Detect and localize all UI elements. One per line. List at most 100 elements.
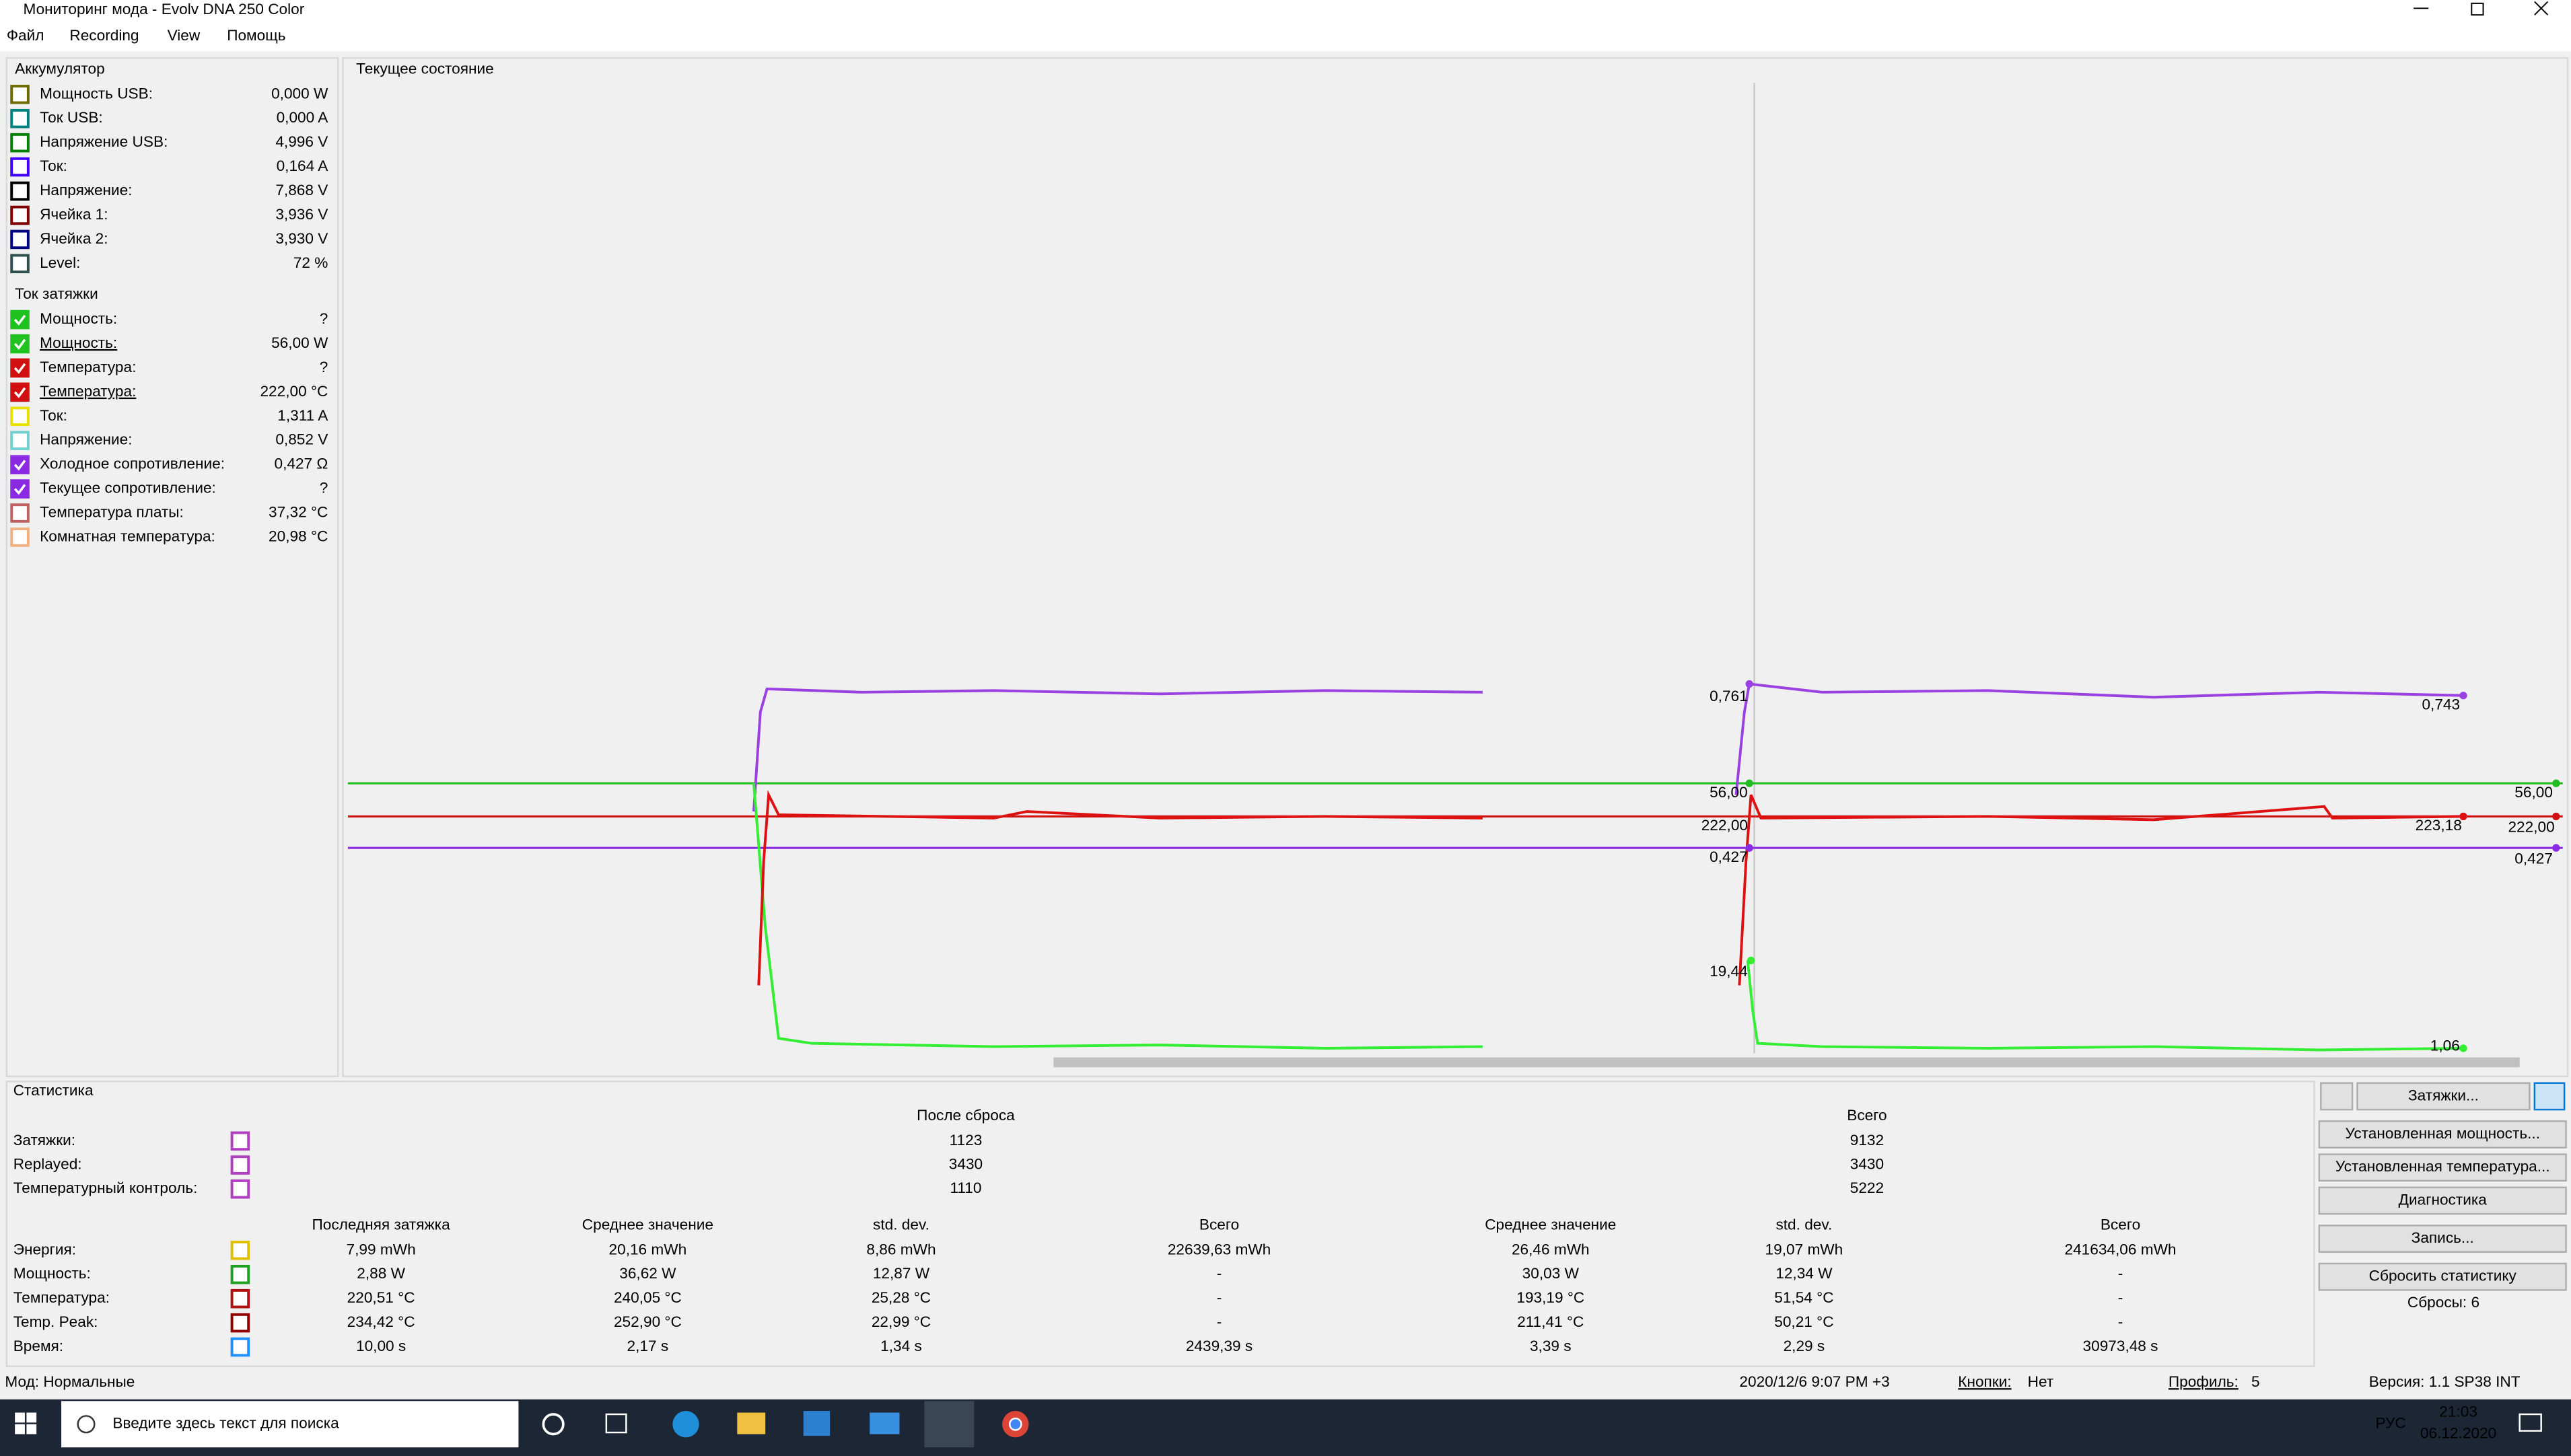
color-swatch [15,90,24,99]
temp-trace [757,790,1483,986]
checkbox[interactable] [230,1131,250,1151]
checkbox[interactable] [10,205,30,225]
stat-value: - [1217,1313,1222,1330]
status-datetime: 2020/12/6 9:07 PM +3 [1739,1373,1889,1390]
stat-value: - [2118,1265,2123,1282]
menu-item[interactable]: Recording [69,27,139,44]
checkbox[interactable] [10,85,30,104]
checkbox[interactable] [230,1179,250,1199]
icon-button[interactable] [2320,1082,2354,1111]
panel-title: Текущее состояние [356,60,494,77]
link-label[interactable]: Температура: [40,383,136,400]
window-controls [2414,1,2549,16]
color-swatch [15,139,24,147]
stat-value: 19,07 mWh [1765,1241,1843,1258]
scroll-thumb[interactable] [1053,1057,2520,1068]
graph-value-label: 223,18 [2416,817,2462,834]
row-value: 20,98 °C [269,527,328,544]
graph-point [2552,779,2560,787]
stat-value: 2,88 W [357,1265,405,1282]
button-label[interactable]: Установленная мощность... [2345,1125,2539,1142]
checkbox[interactable] [10,382,30,402]
button-label[interactable]: Установленная температура... [2335,1158,2550,1175]
search-box[interactable] [61,1401,519,1448]
checkbox[interactable] [10,479,30,499]
button[interactable] [2318,1153,2567,1182]
checkmark [13,387,26,398]
button-label[interactable]: Затяжки... [2408,1087,2479,1103]
stat-value: 51,54 °C [1774,1289,1833,1306]
stat-value: 26,46 mWh [1512,1241,1590,1258]
color-swatch [15,259,24,268]
status-link[interactable]: Кнопки: [1958,1373,2011,1390]
explorer-icon[interactable] [737,1412,766,1434]
row-label: Напряжение: [40,182,132,198]
row-value: 0,164 A [277,157,329,174]
button-label[interactable]: Запись... [2411,1229,2474,1246]
task-view[interactable] [605,1413,627,1434]
maximize[interactable] [2471,2,2484,16]
checkbox[interactable] [10,310,30,330]
button[interactable] [2318,1225,2567,1253]
button[interactable] [2318,1186,2567,1215]
row-value: 7,868 V [275,182,328,198]
button-label[interactable]: Диагностика [2399,1191,2488,1208]
checkbox[interactable] [230,1241,250,1260]
link-label[interactable]: Мощность: [40,334,117,351]
menu-item[interactable]: Файл [7,27,44,44]
cortana[interactable] [542,1413,565,1436]
stat-value: 7,99 mWh [347,1241,416,1258]
graph-value-label: 222,00 [2508,819,2554,836]
checkbox[interactable] [230,1337,250,1357]
checkbox[interactable] [10,358,30,378]
close[interactable] [2534,1,2549,15]
stat-value: 30973,48 s [2083,1338,2158,1354]
graph-value-label: 0,427 [1710,848,1748,865]
checkbox[interactable] [230,1155,250,1175]
checkbox[interactable] [10,455,30,474]
column-header: Всего [2101,1216,2140,1233]
checkbox[interactable] [10,108,30,129]
graph-point [2552,844,2560,852]
menu-item[interactable]: Помощь [227,27,285,44]
temp-trace-2 [1738,794,2464,986]
checkbox[interactable] [10,527,30,547]
stat-value: 1123 [950,1132,983,1149]
stat-value: 220,51 °C [347,1289,415,1306]
icon-button[interactable] [2533,1082,2566,1111]
power-trace [752,783,1483,1050]
checkbox[interactable] [10,431,30,450]
active-app[interactable] [924,1401,975,1448]
menu-item[interactable]: View [168,27,201,44]
row-value: 1,311 A [277,407,328,424]
mail-icon[interactable] [870,1412,900,1434]
row-value: 0,000 W [271,85,328,102]
button-label[interactable]: Сбросить статистику [2369,1268,2517,1284]
status-link[interactable]: Профиль: [2169,1373,2239,1390]
button[interactable] [2318,1120,2567,1149]
chrome-center [1008,1417,1022,1431]
row-value: ? [320,480,328,497]
column-header: Среднее значение [1485,1216,1616,1233]
resistance-trace-2 [1734,682,2464,795]
store-icon[interactable] [803,1411,831,1436]
column-header: std. dev. [1775,1216,1832,1233]
search-placeholder[interactable]: Введите здесь текст для поиска [112,1415,339,1432]
notifications[interactable] [2519,1413,2542,1432]
checkbox[interactable] [10,406,30,427]
stat-value: 1110 [950,1179,981,1196]
button[interactable] [2356,1082,2531,1111]
checkmark [13,460,26,471]
checkbox[interactable] [10,334,30,354]
start-button[interactable] [15,1412,37,1434]
checkbox[interactable] [230,1264,250,1284]
win-logo [26,1412,37,1423]
column-header: Последняя затяжка [312,1216,451,1233]
button[interactable] [2318,1262,2567,1291]
row-value: 4,996 V [275,133,328,150]
checkbox[interactable] [230,1313,250,1333]
edge-icon[interactable] [672,1411,699,1438]
checkbox[interactable] [230,1288,250,1309]
checkbox[interactable] [10,503,30,523]
